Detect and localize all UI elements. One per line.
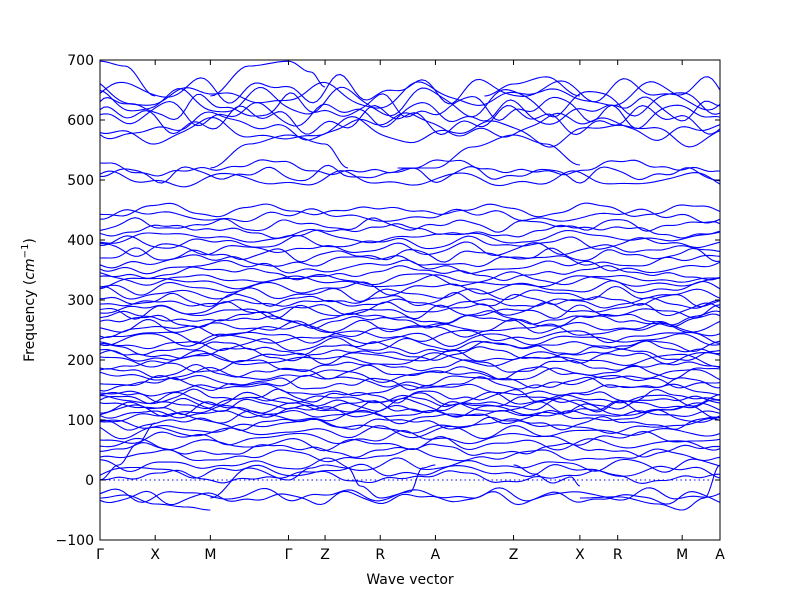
band-line <box>99 304 721 320</box>
band-line <box>99 383 721 397</box>
y-axis-label: Frequency (cm−1) <box>20 238 38 362</box>
x-tick-label: M <box>204 547 216 563</box>
band-line <box>99 285 721 303</box>
band-line <box>99 322 721 339</box>
band-line <box>99 388 721 404</box>
y-tick-label: 700 <box>67 53 94 69</box>
x-tick-label: R <box>375 547 385 563</box>
band-line <box>99 86 721 118</box>
x-tick-label: M <box>676 547 688 563</box>
x-tick-label: R <box>613 547 623 563</box>
band-line <box>99 223 721 239</box>
y-tick-label: 100 <box>67 413 94 429</box>
band-line <box>99 292 721 308</box>
band-line <box>99 319 721 334</box>
band-line <box>397 134 580 169</box>
band-line <box>325 464 436 499</box>
band-line <box>99 170 721 188</box>
x-tick-label: X <box>150 547 160 563</box>
band-line <box>210 464 326 499</box>
x-tick-label: Γ <box>285 547 293 563</box>
band-line <box>99 297 721 309</box>
y-axis-label-text: Frequency ( <box>22 280 38 362</box>
y-tick-label: 0 <box>85 473 94 489</box>
band-line <box>99 400 721 415</box>
band-line <box>99 265 721 282</box>
band-line <box>579 464 721 511</box>
band-line <box>99 442 721 458</box>
band-line <box>99 332 721 347</box>
band-line <box>99 301 721 317</box>
band-line <box>99 409 721 419</box>
band-line <box>99 105 721 136</box>
y-tick-label: 200 <box>67 353 94 369</box>
band-line <box>99 487 721 503</box>
band-line <box>99 217 721 233</box>
x-tick-label: A <box>715 547 725 563</box>
x-axis-label: Wave vector <box>366 572 454 588</box>
band-line <box>99 409 721 425</box>
band-line <box>99 463 721 479</box>
band-line <box>210 134 349 169</box>
band-line <box>99 329 721 345</box>
y-axis-label-exponent: −1 <box>20 244 31 259</box>
band-line <box>99 366 721 383</box>
band-line <box>99 274 721 290</box>
band-line <box>99 359 721 373</box>
x-tick-label: A <box>431 547 441 563</box>
band-line <box>99 346 721 362</box>
band-line <box>99 241 721 257</box>
band-line <box>99 313 721 330</box>
band-line <box>99 435 721 452</box>
band-line <box>99 99 721 130</box>
band-line <box>99 457 721 473</box>
band-line <box>99 494 211 511</box>
band-line <box>99 60 156 97</box>
plot-frame <box>99 59 721 541</box>
band-line <box>99 81 721 111</box>
band-line <box>99 73 721 105</box>
band-line <box>99 271 721 287</box>
y-axis-ticks: −100 0 100 200 300 400 500 600 700 <box>56 53 720 549</box>
band-line <box>99 376 721 392</box>
y-axis-label-close: ) <box>22 238 38 243</box>
x-tick-label: Γ <box>96 547 104 563</box>
band-line <box>99 363 721 380</box>
band-line <box>513 464 581 487</box>
band-line <box>99 418 721 434</box>
band-lines <box>99 60 721 511</box>
y-tick-label: 400 <box>67 233 94 249</box>
x-tick-label: X <box>575 547 585 563</box>
y-tick-label: 600 <box>67 113 94 129</box>
band-line <box>99 202 721 218</box>
band-line <box>99 280 721 296</box>
y-tick-label: 300 <box>67 293 94 309</box>
y-axis-label-unit: cm <box>22 258 38 279</box>
band-line <box>484 76 580 97</box>
band-line <box>99 247 721 263</box>
band-line <box>99 92 721 123</box>
band-line <box>99 228 721 244</box>
band-line <box>99 394 721 410</box>
band-line <box>99 254 721 269</box>
band-line <box>99 349 721 365</box>
x-tick-label: Z <box>320 547 330 563</box>
band-line <box>99 234 721 250</box>
y-tick-label: −100 <box>56 533 94 549</box>
x-tick-label: Z <box>509 547 519 563</box>
band-line <box>99 352 720 368</box>
y-tick-label: 500 <box>67 173 94 189</box>
band-line <box>99 208 721 224</box>
band-line <box>99 340 721 356</box>
band-line <box>99 469 721 484</box>
band-line <box>99 422 156 481</box>
band-line <box>99 374 721 389</box>
